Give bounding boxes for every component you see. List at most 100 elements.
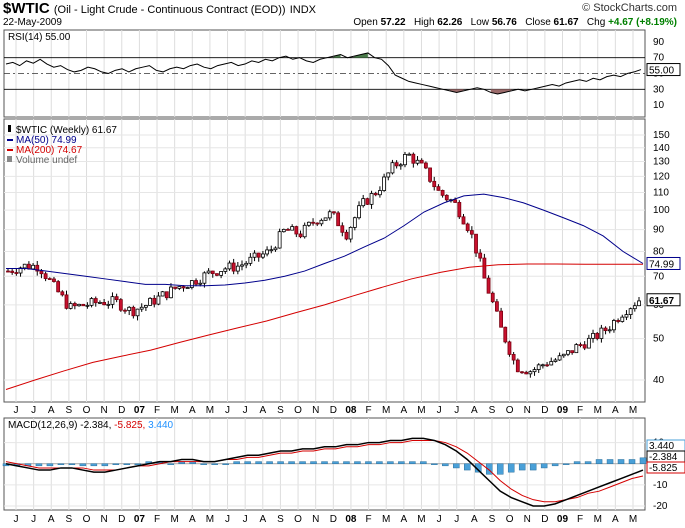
legend-swatch: [7, 156, 12, 162]
x-tick-label-bottom: J: [225, 514, 230, 525]
price-candle: [344, 231, 349, 240]
x-tick-label: A: [612, 405, 619, 416]
x-tick-label: S: [66, 405, 73, 416]
price-candle: [26, 263, 31, 270]
price-candle: [173, 286, 178, 289]
macd-histogram-bar: [595, 459, 603, 464]
price-candle: [340, 225, 345, 233]
x-tick-label: O: [506, 405, 514, 416]
x-tick-label: J: [31, 405, 36, 416]
price-candle: [528, 371, 533, 375]
price-candle: [14, 272, 19, 274]
x-tick-label-bottom: D: [330, 514, 337, 525]
price-candle: [169, 286, 173, 299]
price-candle: [290, 226, 295, 231]
x-tick-label: A: [189, 405, 196, 416]
price-tick-label: 80: [653, 247, 665, 258]
x-tick-label-bottom: M: [594, 514, 602, 525]
x-tick-label-bottom: J: [243, 514, 248, 525]
x-tick-label: O: [83, 405, 91, 416]
brand-label: © StockCharts.com: [582, 2, 677, 14]
price-candle: [64, 294, 69, 309]
price-candle: [478, 252, 483, 259]
price-candle: [10, 270, 15, 273]
price-candle: [599, 327, 604, 339]
price-candle: [327, 211, 332, 219]
x-tick-label-bottom: N: [524, 514, 531, 525]
rsi-tick-label: 10: [653, 100, 665, 111]
macd-histogram-bar: [266, 461, 273, 464]
macd-histogram-bar: [398, 461, 405, 464]
price-candle: [215, 273, 219, 276]
macd-histogram-bar: [442, 463, 449, 467]
price-candle: [570, 350, 575, 354]
price-candle: [248, 256, 253, 264]
x-tick-label: 08: [345, 405, 357, 416]
price-candle: [361, 198, 366, 207]
macd-histogram-bar: [617, 459, 625, 464]
price-candle: [210, 270, 215, 275]
quote-line: Open 57.22 High 62.26 Low 56.76 Close 61…: [353, 17, 677, 28]
price-candle: [294, 226, 299, 235]
price-candle: [47, 278, 52, 280]
price-candle: [269, 249, 274, 252]
price-candle: [520, 371, 524, 374]
price-candle: [557, 355, 562, 361]
x-tick-label-bottom: J: [454, 514, 459, 525]
price-candle: [261, 253, 265, 258]
price-candle: [628, 308, 633, 315]
price-candle: [436, 186, 441, 191]
x-tick-label: N: [524, 405, 531, 416]
price-candle: [616, 320, 621, 322]
x-tick-label: D: [330, 405, 337, 416]
macd-histogram-bar: [90, 463, 98, 467]
x-tick-label-bottom: A: [48, 514, 55, 525]
price-candle: [156, 295, 161, 305]
price-candle: [419, 159, 424, 164]
price-candle: [81, 303, 86, 307]
macd-histogram-bar: [310, 461, 317, 464]
price-candle: [444, 194, 449, 201]
macd-histogram-bar: [409, 461, 416, 464]
price-candle: [499, 310, 503, 328]
macd-histogram-bar: [79, 463, 87, 467]
price-candle: [607, 329, 612, 332]
x-tick-label: F: [154, 405, 160, 416]
macd-histogram-bar: [123, 463, 131, 465]
legend-entry: MA(200) 74.67: [16, 145, 83, 156]
price-candle: [582, 344, 587, 349]
x-tick-label-bottom: A: [259, 514, 266, 525]
price-candle: [578, 344, 583, 346]
price-candle: [591, 332, 595, 339]
price-candle: [415, 159, 420, 164]
rsi-tick-label: 30: [653, 84, 665, 95]
symbol: $WTIC: [3, 0, 50, 17]
macd-histogram-bar: [299, 461, 306, 464]
price-candle: [286, 228, 290, 231]
x-tick-label-bottom: F: [577, 514, 583, 525]
macd-histogram-bar: [628, 459, 636, 464]
price-candle: [68, 303, 73, 309]
x-tick-label: D: [118, 405, 125, 416]
x-tick-label: M: [382, 405, 390, 416]
price-candle: [511, 354, 516, 361]
price-candle: [181, 286, 186, 289]
price-candle: [332, 211, 336, 214]
x-tick-label: M: [170, 405, 178, 416]
x-tick-label-bottom: M: [382, 514, 390, 525]
price-candle: [256, 252, 261, 258]
date-label: 22-May-2009: [3, 17, 62, 28]
macd-histogram-bar: [277, 461, 284, 464]
macd-histogram-bar: [507, 463, 515, 473]
price-candle: [453, 199, 458, 203]
x-tick-label-bottom: S: [277, 514, 284, 525]
x-tick-label: A: [471, 405, 478, 416]
price-candle: [532, 369, 537, 373]
price-candle: [56, 281, 61, 293]
macd-histogram-bar: [134, 463, 142, 465]
price-candle: [252, 252, 257, 258]
x-tick-label: F: [366, 405, 372, 416]
price-tick-label: 110: [653, 187, 669, 198]
price-candle: [495, 301, 499, 312]
